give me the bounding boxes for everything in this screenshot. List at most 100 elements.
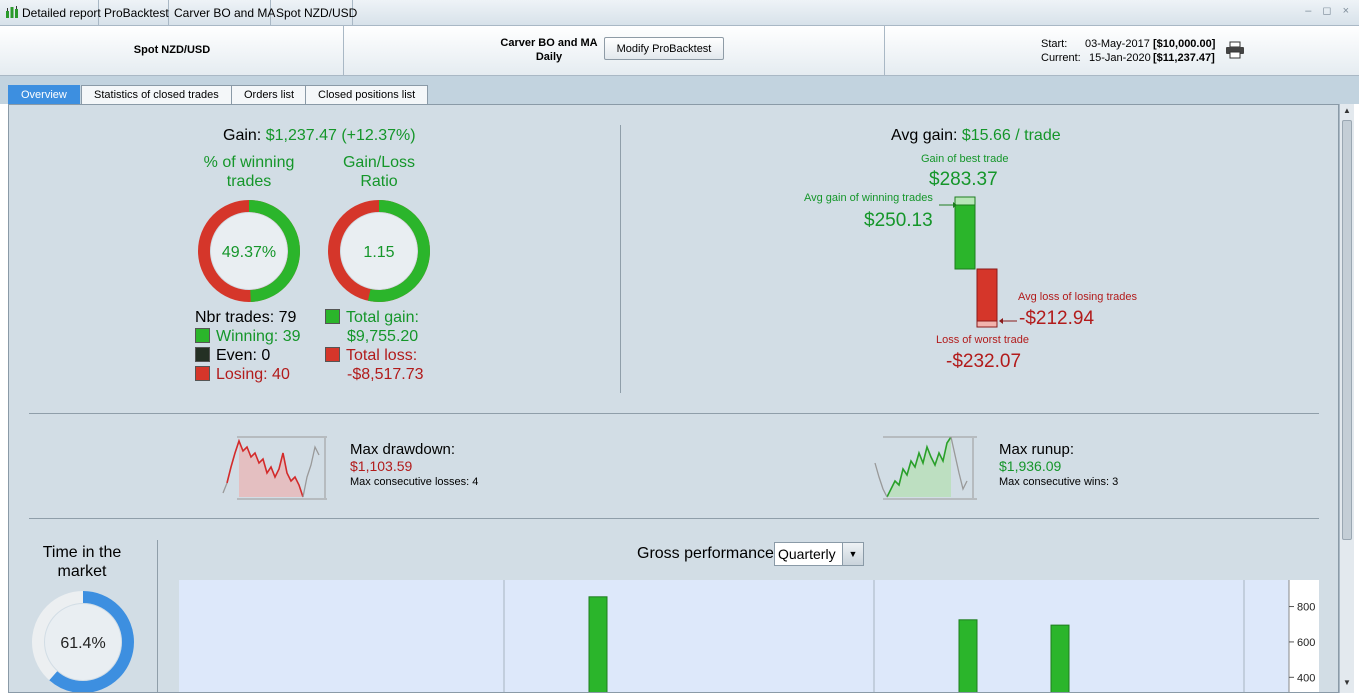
time-in-market-title: Time in the market <box>29 543 135 581</box>
gain-value: $1,237.47 (+12.37%) <box>265 127 416 144</box>
max-runup-label: Max runup: <box>999 441 1075 458</box>
start-value: [$10,000.00] <box>1153 38 1216 50</box>
ring-center <box>211 213 287 289</box>
scroll-down-icon[interactable]: ▼ <box>1343 678 1351 687</box>
gl-ratio-label-1: Gain/Loss <box>342 154 416 171</box>
ring-time-arc <box>32 591 134 692</box>
tab-orders-list[interactable]: Orders list <box>231 85 308 104</box>
breadcrumb-label: Detailed report <box>22 6 101 20</box>
winning-legend <box>195 328 210 343</box>
system-section: Carver BO and MA Daily <box>344 26 885 76</box>
trade-counts: Nbr trades: 79 Winning: 39 Even: 0 Losin… <box>195 308 301 384</box>
chart-icon <box>6 6 18 18</box>
chevron-down-icon[interactable]: ▼ <box>842 543 863 565</box>
timeframe: Daily <box>535 51 563 63</box>
y-tick-label: 400 <box>1297 672 1315 684</box>
period-select[interactable]: Quarterly ▼ <box>774 542 864 566</box>
performance-bar <box>958 619 978 692</box>
runup-sparkline <box>874 436 977 500</box>
drawdown-sparkline <box>222 436 327 500</box>
y-axis-area <box>1289 580 1319 692</box>
avg-gain-label: Avg gain: <box>891 127 958 144</box>
tab-overview[interactable]: Overview <box>8 85 80 104</box>
pct-winning-ring: 49.37% <box>198 200 300 302</box>
gain-summary: Gain: $1,237.47 (+12.37%) <box>223 127 416 145</box>
avg-loss-bar <box>976 268 998 322</box>
print-icon[interactable] <box>1225 41 1245 59</box>
scroll-up-icon[interactable]: ▲ <box>1343 106 1351 115</box>
total-gain-row: Total gain: <box>325 308 424 327</box>
breadcrumb-label: Spot NZD/USD <box>276 6 358 20</box>
breadcrumb-label: Carver BO and MA <box>174 6 276 20</box>
arrow-left-icon <box>999 318 1003 324</box>
losing-legend <box>195 366 210 381</box>
tab-bar: Overview Statistics of closed trades Ord… <box>0 76 1359 104</box>
gl-ratio-ring: 1.15 <box>328 200 430 302</box>
gross-performance-chart: 400 600 800 <box>179 580 1319 692</box>
breadcrumb-probacktest[interactable]: ProBacktest <box>99 0 169 26</box>
ring-center <box>45 604 121 680</box>
modify-probacktest-button[interactable]: Modify ProBacktest <box>604 37 724 60</box>
current-date: 15-Jan-2020 <box>1089 52 1151 64</box>
max-drawdown-block: Max drawdown: $1,103.59 Max consecutive … <box>350 442 478 490</box>
total-gain-label: Total gain: <box>346 309 419 326</box>
window-controls[interactable]: – ◻ × <box>1305 5 1353 17</box>
avg-win-bar <box>954 204 976 270</box>
avg-win-label: Avg gain of winning trades <box>804 192 933 204</box>
pct-winning-title: % of winning trades <box>189 153 309 191</box>
ring-win-arc <box>198 200 300 302</box>
gain-label: Gain: <box>223 127 262 144</box>
avg-trade-bars <box>939 196 1017 328</box>
even-legend <box>195 347 210 362</box>
losing-count: Losing: 40 <box>216 366 290 383</box>
performance-bar <box>1050 624 1070 692</box>
breadcrumb-system[interactable]: Carver BO and MA <box>169 0 275 26</box>
tab-closed-positions-list[interactable]: Closed positions list <box>305 85 429 104</box>
best-trade-value: $283.37 <box>929 169 998 190</box>
time-in-market-label-1: Time in the <box>42 544 122 561</box>
start-date: 03-May-2017 <box>1085 38 1150 50</box>
breadcrumb-detailed-report[interactable]: Detailed report <box>0 0 101 26</box>
tab-statistics-closed-trades[interactable]: Statistics of closed trades <box>81 85 232 104</box>
max-drawdown-value: $1,103.59 <box>350 458 413 474</box>
window-titlebar: Detailed report ProBacktest Carver BO an… <box>0 0 1359 26</box>
y-tick-label: 600 <box>1297 637 1315 649</box>
breadcrumb-label: ProBacktest <box>104 6 169 20</box>
equity-line-before <box>222 482 228 494</box>
gl-ratio-value: 1.15 <box>363 244 394 261</box>
scrollbar-thumb[interactable] <box>1342 120 1352 540</box>
winning-count: Winning: 39 <box>216 328 301 345</box>
avg-loss-label: Avg loss of losing trades <box>1018 291 1138 303</box>
performance-bar <box>588 596 608 692</box>
chart-plot-area <box>179 580 1289 692</box>
drawdown-line <box>226 438 304 498</box>
total-gain-value: $9,755.20 <box>347 328 419 345</box>
avg-gain-summary: Avg gain: $15.66 / trade <box>891 127 1061 145</box>
runup-area <box>887 437 951 497</box>
ring-center <box>341 213 417 289</box>
instrument-section: Spot NZD/USD <box>0 26 344 76</box>
report-header: Spot NZD/USD Carver BO and MA Daily Modi… <box>0 26 1359 76</box>
total-loss-value: -$8,517.73 <box>347 366 424 383</box>
section-divider <box>620 125 621 393</box>
period-select-value: Quarterly <box>778 546 836 562</box>
even-count: Even: 0 <box>216 347 271 364</box>
avg-loss-value: -$212.94 <box>1019 308 1095 329</box>
worst-trade-label: Loss of worst trade <box>936 334 1029 346</box>
time-in-market-label-2: market <box>57 563 107 580</box>
breadcrumb-instrument[interactable]: Spot NZD/USD <box>271 0 357 26</box>
total-loss-row: Total loss: <box>325 346 424 365</box>
losing-row: Losing: 40 <box>195 365 301 384</box>
pct-winning-value: 49.37% <box>222 244 276 261</box>
horizontal-divider <box>29 518 1319 519</box>
time-in-market-ring: 61.4% <box>32 591 134 692</box>
vertical-scrollbar[interactable]: ▲ ▼ <box>1339 104 1354 693</box>
worst-trade-bar <box>976 320 998 328</box>
equity-line-after <box>950 436 968 491</box>
nbr-trades: Nbr trades: 79 <box>195 309 297 326</box>
pct-winning-label-2: trades <box>226 173 272 190</box>
y-tick-label: 800 <box>1297 602 1315 614</box>
best-trade-bar <box>954 196 976 206</box>
max-runup-block: Max runup: $1,936.09 Max consecutive win… <box>999 442 1118 490</box>
max-drawdown-label: Max drawdown: <box>350 441 456 458</box>
